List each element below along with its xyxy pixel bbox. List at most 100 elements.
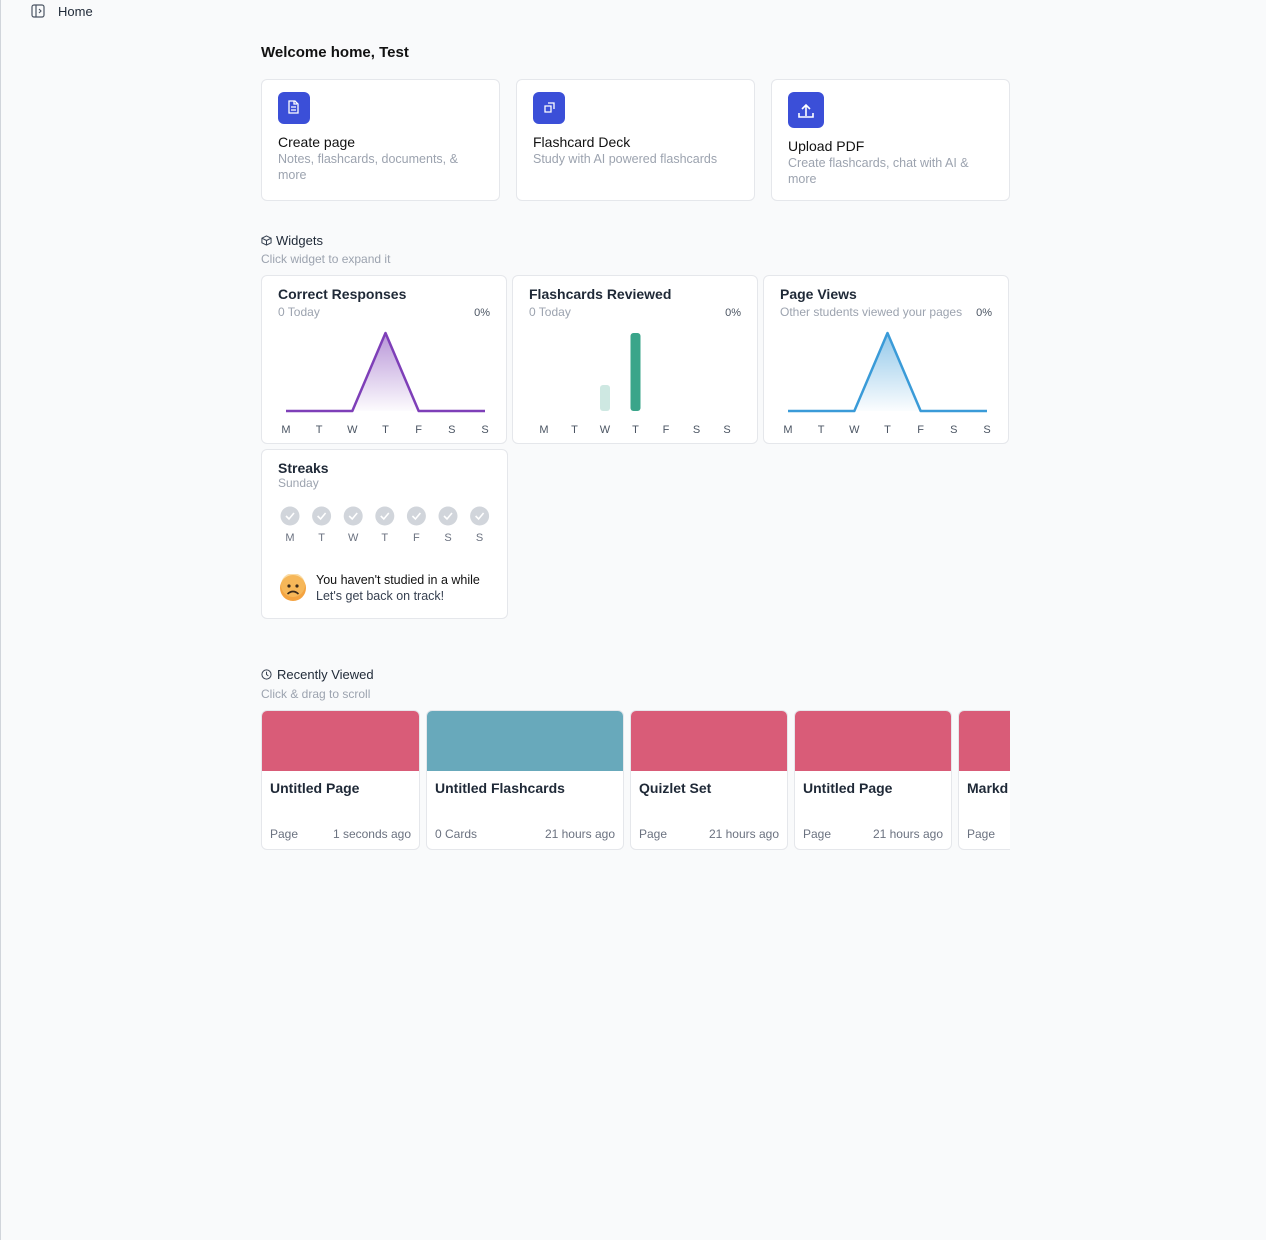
streak-circle	[375, 506, 395, 526]
card-age: 21 hours ago	[544, 827, 615, 841]
widget-percent: 0%	[725, 307, 741, 319]
streak-circle	[406, 506, 426, 526]
sad-emoji	[280, 574, 306, 601]
breadcrumb[interactable]: Home	[58, 4, 93, 19]
day-label: T	[818, 424, 825, 436]
streak-subtitle: Sunday	[278, 476, 319, 490]
action-subtitle: Notes, flashcards, documents, & more	[278, 152, 458, 182]
card-cover	[631, 711, 787, 771]
card-title: Untitled Flashcards	[435, 780, 565, 796]
bar	[600, 385, 610, 411]
check	[443, 512, 453, 521]
widget-card[interactable]: Flashcards Reviewed 0 Today 0% M T W T F S S	[512, 275, 758, 444]
card-kind: Page	[639, 827, 668, 841]
day-label: T	[571, 424, 578, 436]
streak-circle	[280, 506, 300, 526]
streak-message: You haven't studied in a while	[316, 573, 480, 587]
action-card[interactable]: Create page Notes, flashcards, documents,…	[261, 79, 500, 201]
day-label: S	[950, 424, 957, 436]
day-label: T	[318, 532, 325, 544]
day-label: T	[884, 424, 891, 436]
streak-circle	[343, 506, 363, 526]
widget-percent: 0%	[976, 307, 992, 319]
recent-card[interactable]: Untitled Page Page 1 seconds ago	[261, 710, 420, 850]
streak-card[interactable]: Streaks Sunday M T W T F S S You haven't studied …	[261, 449, 508, 619]
check	[380, 512, 390, 521]
widget-subtitle: 0 Today	[278, 305, 320, 319]
day-label: F	[415, 424, 422, 436]
check	[348, 512, 358, 521]
sidebar-toggle[interactable]	[31, 4, 45, 18]
card-title: Untitled Page	[270, 780, 360, 796]
day-label: S	[983, 424, 990, 436]
widgets-title: Widgets	[276, 233, 323, 248]
streak-circle	[438, 506, 458, 526]
streak-submessage: Let's get back on track!	[316, 589, 445, 603]
widget-card[interactable]: Page Views Other students viewed your pag…	[763, 275, 1009, 444]
card-kind: 0 Cards	[435, 827, 478, 841]
recent-subtitle: Click & drag to scroll	[261, 687, 371, 701]
card-kind: Page	[967, 827, 996, 841]
card-title: Quizlet Set	[639, 780, 712, 796]
day-label: T	[316, 424, 323, 436]
card-cover	[427, 711, 623, 771]
day-label: T	[382, 424, 389, 436]
day-label: M	[285, 532, 294, 544]
widget-title: Page Views	[780, 286, 857, 302]
area	[286, 333, 485, 411]
day-label: S	[476, 532, 483, 544]
card-title: Untitled Page	[803, 780, 893, 796]
check	[411, 512, 422, 521]
action-title: Flashcard Deck	[533, 134, 631, 150]
line	[788, 331, 987, 413]
recent-icon	[261, 669, 272, 680]
recent-card[interactable]: Quizlet Set Page 21 hours ago	[630, 710, 788, 850]
bar	[630, 333, 641, 411]
recent-card[interactable]: Untitled Page Page 21 hours ago	[794, 710, 952, 850]
streak-title: Streaks	[278, 460, 329, 476]
check	[475, 512, 485, 521]
action-card[interactable]: Flashcard Deck Study with AI powered flas…	[516, 79, 755, 201]
card-title: Markd	[967, 780, 1009, 796]
recent-strip: Untitled Page Page 1 seconds ago Untitled F…	[261, 710, 1010, 852]
day-label: W	[600, 424, 611, 436]
action-icon	[278, 92, 310, 124]
day-label: M	[783, 424, 792, 436]
action-card[interactable]: Upload PDF Create flashcards, chat with A…	[771, 79, 1010, 201]
day-label: W	[849, 424, 860, 436]
day-label: M	[281, 424, 290, 436]
day-label: S	[448, 424, 455, 436]
recent-title: Recently Viewed	[277, 667, 374, 682]
widget-card[interactable]: Correct Responses 0 Today 0% M T W T F S S	[261, 275, 507, 444]
action-icon	[788, 92, 824, 128]
card-age: 21 hours ago	[708, 827, 779, 841]
day-label: T	[381, 532, 388, 544]
day-label: W	[347, 424, 358, 436]
day-label: S	[723, 424, 730, 436]
day-label: S	[693, 424, 700, 436]
line	[286, 331, 485, 413]
day-label: W	[348, 532, 359, 544]
action-icon	[533, 92, 565, 124]
day-label: F	[413, 532, 420, 544]
recent-card[interactable]: Markd Page	[958, 710, 1010, 850]
widget-title: Flashcards Reviewed	[529, 286, 672, 302]
card-kind: Page	[803, 827, 832, 841]
action-title: Upload PDF	[788, 138, 865, 154]
widget-percent: 0%	[474, 307, 490, 319]
widgets-subtitle: Click widget to expand it	[261, 252, 391, 266]
widgets-icon	[261, 235, 272, 246]
card-cover	[795, 711, 951, 771]
card-age: 1 seconds ago	[332, 827, 411, 841]
day-label: T	[632, 424, 639, 436]
action-subtitle: Create flashcards, chat with AI & more	[788, 156, 969, 186]
recent-card[interactable]: Untitled Flashcards 0 Cards 21 hours ago	[426, 710, 624, 850]
day-label: F	[663, 424, 670, 436]
check	[285, 512, 295, 521]
streak-circle	[312, 506, 332, 526]
